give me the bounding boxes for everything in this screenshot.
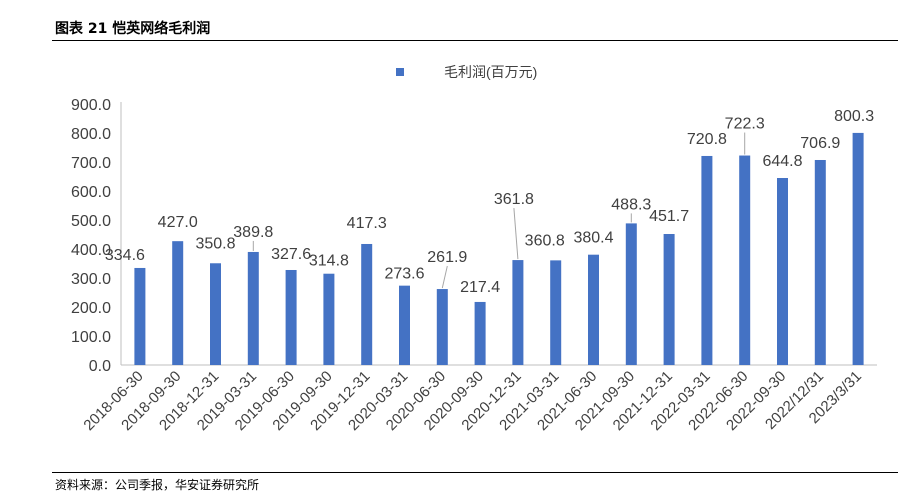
source-rule (52, 472, 898, 473)
data-label: 800.3 (834, 108, 874, 125)
bar (399, 285, 410, 365)
data-label: 350.8 (195, 235, 235, 252)
y-tick-label: 400.0 (71, 242, 111, 259)
bar (436, 289, 448, 365)
data-label: 706.9 (800, 135, 840, 152)
data-label: 334.6 (105, 247, 145, 264)
data-label: 261.9 (427, 249, 467, 266)
y-tick-label: 300.0 (71, 271, 111, 288)
bar (852, 132, 864, 365)
bar (134, 267, 146, 365)
legend-swatch (396, 68, 404, 76)
data-label: 389.8 (233, 224, 273, 241)
bar (247, 251, 259, 365)
bar (625, 223, 637, 365)
source-note: 资料来源：公司季报，华安证券研究所 (55, 478, 260, 492)
data-label: 217.4 (460, 279, 500, 296)
bar (323, 273, 335, 365)
bar (512, 260, 524, 365)
data-label: 451.7 (649, 208, 689, 225)
title-rule (52, 40, 898, 41)
data-label: 427.0 (158, 214, 198, 231)
bar (210, 263, 221, 365)
data-label: 380.4 (573, 230, 613, 247)
y-tick-label: 600.0 (71, 184, 111, 201)
label-leader-line (513, 208, 519, 260)
bar (739, 155, 751, 365)
bar (588, 254, 599, 365)
data-label: 722.3 (725, 116, 765, 133)
legend-label: 毛利润(百万元) (444, 64, 537, 80)
y-tick-label: 0.0 (89, 358, 111, 375)
bar (777, 178, 788, 365)
bar (550, 260, 562, 365)
figure-title: 图表 21 恺英网络毛利润 (55, 21, 211, 37)
data-label: 361.8 (494, 191, 534, 208)
data-label: 314.8 (309, 253, 349, 270)
data-label: 720.8 (687, 131, 727, 148)
data-label: 360.8 (525, 232, 565, 249)
data-label: 417.3 (347, 215, 387, 232)
bar (474, 301, 486, 365)
y-tick-label: 500.0 (71, 213, 111, 230)
y-tick-label: 100.0 (71, 329, 111, 346)
bar (663, 234, 675, 365)
data-label: 273.6 (384, 266, 424, 283)
bar (701, 155, 713, 365)
label-leader-line (441, 265, 448, 289)
data-label: 327.6 (271, 246, 311, 263)
bar (361, 243, 373, 365)
data-label: 644.8 (762, 153, 802, 170)
y-tick-label: 200.0 (71, 300, 111, 317)
y-tick-label: 900.0 (71, 97, 111, 114)
bar (814, 159, 826, 365)
y-tick-label: 700.0 (71, 155, 111, 172)
data-label: 488.3 (611, 196, 651, 213)
y-tick-label: 800.0 (71, 126, 111, 143)
bar (172, 241, 184, 365)
bar (285, 269, 297, 365)
